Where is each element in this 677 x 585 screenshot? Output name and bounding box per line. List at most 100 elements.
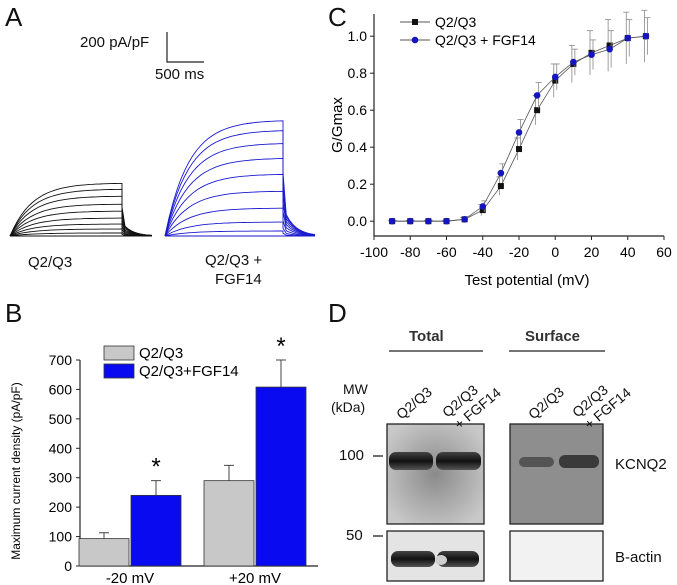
mw-label-line1: MW <box>343 381 368 397</box>
trace-line <box>164 158 316 237</box>
y-tick-label: 0.6 <box>348 102 368 118</box>
y-tick-label: 500 <box>49 411 73 427</box>
panel-label-a: A <box>5 2 23 32</box>
trace-line <box>164 207 316 237</box>
scale-bar-y-label: 200 pA/pF <box>80 34 150 51</box>
data-point <box>461 216 468 223</box>
data-point <box>479 203 487 210</box>
x-tick-label: -60 <box>436 244 456 260</box>
marker-label-50: 50 <box>346 527 363 544</box>
x-tick-label: 0 <box>551 244 559 260</box>
data-point <box>624 34 632 42</box>
y-tick-label: 600 <box>49 381 73 397</box>
trace-line <box>164 190 316 237</box>
blot-total-kcnq2 <box>386 423 485 525</box>
bar <box>255 386 307 567</box>
y-tick-label: 100 <box>49 529 73 545</box>
significance-star: * <box>276 333 285 360</box>
band-kcnq2-surface-lane4 <box>559 455 599 468</box>
actin-blot-artifact <box>435 555 447 565</box>
bar <box>203 480 255 567</box>
x-tick-label: 20 <box>584 244 600 260</box>
y-axis-label: G/Gmax <box>332 97 346 153</box>
trace-label-fgf14-line1: Q2/Q3 + <box>205 252 263 269</box>
trace-line <box>164 230 315 237</box>
trace-line <box>9 195 153 237</box>
category-label: +20 mV <box>229 570 281 585</box>
trace-line <box>164 143 316 237</box>
data-point <box>515 129 523 136</box>
y-tick-label: 200 <box>49 499 73 515</box>
band-kcnq2-surface-lane3 <box>519 457 554 467</box>
panel-label-d: D <box>328 298 347 328</box>
y-tick-label: 0.0 <box>348 213 368 229</box>
panel-label-b: B <box>5 298 23 328</box>
data-point <box>588 51 595 58</box>
traces-control <box>9 182 153 237</box>
x-tick-label: -100 <box>360 244 388 260</box>
y-tick-label: 1.0 <box>348 28 368 44</box>
y-tick-label: 700 <box>49 352 73 368</box>
data-point <box>552 77 559 84</box>
trace-line <box>164 221 315 237</box>
data-point <box>479 207 486 214</box>
data-point <box>606 45 613 53</box>
data-point <box>516 146 522 153</box>
header-total: Total <box>409 328 444 345</box>
trace-line <box>164 130 316 237</box>
x-axis-label: Test potential (mV) <box>464 272 589 289</box>
scale-bar <box>166 32 204 63</box>
band-label-kcnq2: KCNQ2 <box>615 456 667 473</box>
trace-line <box>9 217 153 237</box>
mw-label-line2: (kDa) <box>331 399 366 415</box>
y-tick-label: 0 <box>64 558 72 574</box>
band-label-actin: B-actin <box>615 549 662 566</box>
significance-star: * <box>151 454 160 481</box>
data-point <box>570 58 577 66</box>
scale-bar-x-label: 500 ms <box>155 66 205 83</box>
bar <box>130 494 182 567</box>
y-tick-label: 0.4 <box>348 139 368 155</box>
category-label: -20 mV <box>106 570 154 585</box>
data-point <box>497 169 505 177</box>
y-axis-label: Maximum current density (pA/pF) <box>9 382 23 559</box>
legend-swatch <box>103 363 135 379</box>
trace-label-fgf14-line2: FGF14 <box>215 271 262 288</box>
trace-line <box>164 173 316 237</box>
x-tick-label: -80 <box>400 244 420 260</box>
trace-line <box>9 182 153 237</box>
x-tick-label: -40 <box>473 244 493 260</box>
blot-surface-kcnq2 <box>509 423 604 525</box>
legend-label: Q2/Q3 + FGF14 <box>435 32 536 48</box>
data-point <box>534 107 541 114</box>
data-point <box>443 217 450 225</box>
data-point <box>406 217 414 225</box>
x-tick-label: 40 <box>620 244 636 260</box>
x-tick-label: 60 <box>656 244 672 260</box>
y-tick-label: 300 <box>49 470 73 486</box>
trace-line <box>9 210 153 237</box>
data-point <box>551 73 559 81</box>
band-actin-lane1 <box>391 551 435 567</box>
y-tick-label: 400 <box>49 440 73 456</box>
traces-fgf14 <box>164 120 316 237</box>
y-tick-label: 0.2 <box>348 176 368 192</box>
trace-line <box>164 120 316 237</box>
header-surface: Surface <box>525 328 581 345</box>
trace-line <box>9 188 153 237</box>
legend-label: Q2/Q3 <box>139 345 183 362</box>
legend-marker <box>411 36 419 44</box>
legend-swatch <box>103 345 135 361</box>
data-point <box>606 42 613 49</box>
data-point <box>388 217 396 225</box>
trace-label-control: Q2/Q3 <box>28 254 73 271</box>
marker-label-100: 100 <box>339 447 365 464</box>
panel-b-bar-chart: 0 100 200 300 400 500 600 700 Maximum current de… <box>9 333 318 585</box>
legend-label: Q2/Q3+FGF14 <box>139 363 239 380</box>
data-point <box>533 92 541 99</box>
panel-c-line-chart: 0.0 0.2 0.4 0.6 0.8 1.0 -100 -80 -60 -40 -20 0 20 40 6… <box>332 9 672 289</box>
legend-marker <box>412 19 418 25</box>
panel-d-western-blot <box>373 350 605 582</box>
y-tick-label: 0.8 <box>348 65 368 81</box>
trace-line <box>9 228 152 237</box>
